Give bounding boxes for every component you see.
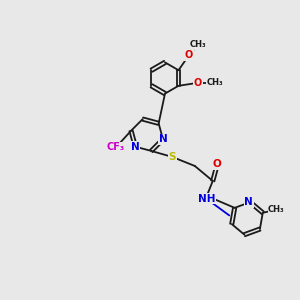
Text: O: O [194,78,202,88]
Text: O: O [213,159,222,170]
Text: N: N [244,197,253,207]
Text: CF₃: CF₃ [107,142,125,152]
Text: CH₃: CH₃ [268,205,285,214]
Text: O: O [185,50,193,60]
Text: N: N [131,142,140,152]
Text: S: S [169,152,176,162]
Text: N: N [159,134,167,144]
Text: CH₃: CH₃ [190,40,206,49]
Text: CH₃: CH₃ [206,78,223,87]
Text: NH: NH [198,194,215,204]
